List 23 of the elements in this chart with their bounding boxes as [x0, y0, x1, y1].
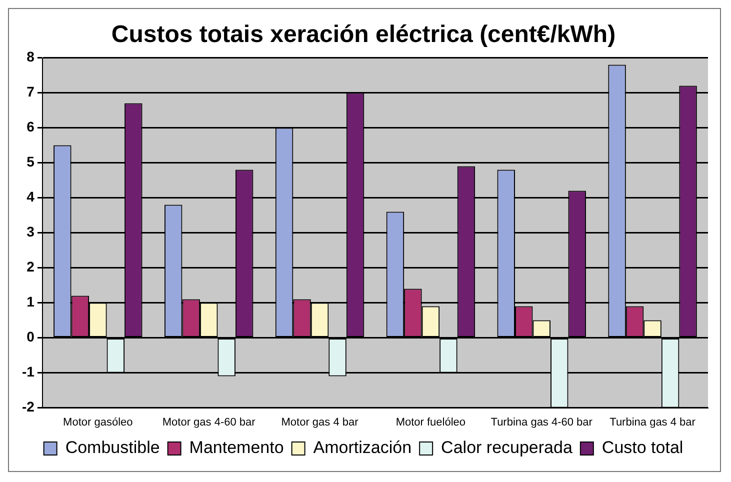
y-tick-label: 4 [26, 188, 35, 205]
y-tick-label: 7 [26, 84, 35, 100]
x-tick-label: Turbina gas 4 bar [610, 416, 696, 428]
x-tick-label: Motor gas 4 bar [281, 416, 359, 428]
x-tick-label: Turbina gas 4-60 bar [490, 416, 593, 428]
legend-label: Mantemento [189, 438, 284, 458]
y-tick-label: 3 [26, 224, 35, 240]
legend-label: Custo total [602, 438, 684, 458]
legend-label: Combustible [65, 438, 160, 458]
y-tick-label: -2 [22, 398, 35, 415]
y-tick-label: 0 [26, 328, 35, 345]
y-tick-label: -1 [22, 364, 35, 380]
y-tick-label: 6 [26, 118, 35, 135]
y-tick-label: 5 [26, 154, 35, 170]
legend-label: Amortización [313, 438, 412, 458]
x-tick-label: Motor gasóleo [63, 416, 133, 428]
chart-title: Custos totais xeración eléctrica (cent€/kWh) [111, 21, 616, 48]
y-tick-label: 2 [26, 258, 35, 275]
x-tick-label: Motor gas 4-60 bar [162, 416, 256, 428]
y-tick-label: 1 [26, 294, 35, 310]
x-tick-label: Motor fuelóleo [396, 416, 466, 428]
y-tick-label: 8 [26, 48, 35, 65]
legend-label: Calor recuperada [441, 438, 573, 458]
